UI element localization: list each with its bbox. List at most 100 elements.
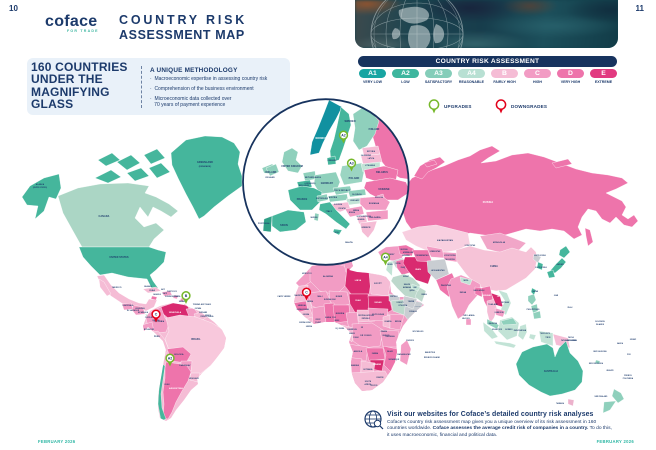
svg-text:AFGHANISTAN: AFGHANISTAN [431, 269, 445, 272]
svg-text:SICILY: SICILY [335, 232, 340, 234]
svg-text:PAPUA: PAPUA [568, 336, 574, 339]
svg-text:JAPAN: JAPAN [556, 263, 564, 266]
svg-text:GREENLAND: GREENLAND [197, 161, 213, 164]
svg-text:SWITZERLAND: SWITZERLAND [316, 197, 329, 200]
svg-text:PORTUGAL: PORTUGAL [258, 222, 271, 225]
svg-text:MALAYSIA: MALAYSIA [489, 322, 498, 325]
svg-text:ESWATINI: ESWATINI [377, 376, 385, 379]
svg-text:ANGOLA: ANGOLA [354, 350, 363, 353]
svg-text:LUXEMBOURG: LUXEMBOURG [304, 183, 315, 185]
svg-text:A4: A4 [383, 256, 388, 260]
svg-text:SLOVENIA: SLOVENIA [334, 203, 342, 206]
svg-text:MAURITIUS: MAURITIUS [425, 351, 436, 354]
svg-text:PARAGUAY: PARAGUAY [179, 364, 191, 367]
svg-text:KENYA: KENYA [395, 320, 402, 323]
svg-text:ALGERIA: ALGERIA [323, 275, 333, 278]
svg-text:FIJI: FIJI [627, 354, 631, 356]
svg-text:NEW ZEALAND: NEW ZEALAND [595, 395, 609, 398]
svg-text:FRENCH GUIANA: FRENCH GUIANA [201, 315, 214, 318]
svg-text:HAITI: HAITI [163, 292, 168, 295]
svg-text:MONGOLIA: MONGOLIA [493, 241, 506, 244]
svg-text:(UNITED STATES): (UNITED STATES) [33, 186, 48, 189]
svg-text:BULGARIA: BULGARIA [369, 216, 381, 219]
svg-text:TRINIDAD AND TOBAGO: TRINIDAD AND TOBAGO [193, 303, 212, 306]
svg-text:GUATEMALA: GUATEMALA [123, 304, 135, 307]
svg-text:CENTRAL AFRICAN: CENTRAL AFRICAN [358, 314, 374, 317]
svg-text:FRENCH: FRENCH [624, 375, 632, 377]
svg-text:SURINAME: SURINAME [199, 311, 207, 314]
svg-text:BARBADOS: BARBADOS [179, 300, 187, 303]
svg-text:KYRGYZSTAN: KYRGYZSTAN [465, 244, 475, 247]
svg-text:GHANA: GHANA [325, 316, 332, 319]
svg-text:ST LUCIA: ST LUCIA [174, 295, 181, 298]
svg-text:GEORGIA: GEORGIA [400, 248, 407, 251]
svg-text:ETHIOPIA: ETHIOPIA [399, 304, 408, 307]
svg-text:LAOS: LAOS [497, 295, 501, 298]
svg-text:FRANCE: FRANCE [297, 198, 308, 201]
svg-text:BOLIVIA: BOLIVIA [174, 353, 184, 356]
svg-text:NORWAY: NORWAY [315, 137, 326, 140]
svg-text:LITHUANIA: LITHUANIA [365, 164, 376, 167]
svg-text:URUGUAY: URUGUAY [189, 377, 200, 380]
svg-text:JAMAICA: JAMAICA [153, 293, 161, 296]
svg-text:MEXICO: MEXICO [112, 287, 121, 289]
svg-text:IRELAND: IRELAND [266, 171, 277, 174]
svg-text:NICARAGUA: NICARAGUA [138, 311, 149, 314]
svg-text:AFRICA: AFRICA [365, 383, 373, 386]
svg-text:PUERTO RICO: PUERTO RICO [167, 291, 177, 293]
svg-text:ISRAEL: ISRAEL [387, 263, 393, 266]
svg-text:ROMANIA: ROMANIA [369, 202, 380, 205]
svg-text:SOMALIA: SOMALIA [409, 310, 417, 313]
svg-text:LATVIA: LATVIA [368, 157, 375, 160]
svg-text:NEW CALEDONIA: NEW CALEDONIA [593, 350, 606, 353]
svg-text:MOLDOVA: MOLDOVA [375, 196, 383, 199]
svg-text:PERU: PERU [154, 336, 161, 338]
svg-text:CHAD: CHAD [355, 299, 361, 302]
svg-text:PALAU: PALAU [568, 306, 573, 309]
svg-text:DR: DR [361, 327, 363, 329]
svg-text:ARGENTINA: ARGENTINA [169, 387, 183, 390]
svg-text:(DENMARK): (DENMARK) [199, 165, 212, 168]
svg-text:SIERRA LEONE: SIERRA LEONE [299, 321, 311, 324]
svg-text:BOTSWANA: BOTSWANA [364, 368, 373, 371]
svg-text:PAKISTAN: PAKISTAN [441, 284, 452, 287]
svg-text:MALI: MALI [317, 295, 322, 298]
svg-text:UNITED KINGDOM: UNITED KINGDOM [281, 166, 303, 168]
svg-text:LIBYA: LIBYA [355, 279, 362, 282]
svg-text:EL SALVADOR: EL SALVADOR [127, 309, 140, 312]
svg-text:OMAN: OMAN [421, 293, 427, 296]
svg-text:DR CONGO: DR CONGO [360, 335, 372, 337]
svg-text:SERBIA: SERBIA [353, 209, 360, 212]
svg-text:SUDAN: SUDAN [374, 301, 382, 304]
svg-text:ZAMBIA: ZAMBIA [372, 352, 379, 355]
svg-text:PAPUA NEW GUINEA: PAPUA NEW GUINEA [561, 339, 577, 342]
svg-text:ITALY: ITALY [326, 210, 333, 213]
svg-text:MAURITANIA: MAURITANIA [295, 294, 307, 297]
svg-text:CHILE: CHILE [164, 384, 170, 386]
svg-text:KAZAKHSTAN: KAZAKHSTAN [437, 239, 453, 242]
svg-text:SOUTH SUDAN: SOUTH SUDAN [372, 313, 384, 316]
svg-text:GUINEA-BISSAU: GUINEA-BISSAU [297, 308, 309, 311]
svg-text:ARABIA: ARABIA [403, 286, 411, 289]
svg-text:QATAR: QATAR [409, 289, 414, 292]
svg-text:UAE: UAE [413, 286, 416, 289]
svg-text:UZBEKISTAN: UZBEKISTAN [430, 250, 441, 253]
svg-text:SOCOTRA: SOCOTRA [415, 305, 422, 308]
svg-text:CAMBODIA: CAMBODIA [494, 311, 504, 314]
svg-text:DOWNGRADES: DOWNGRADES [511, 104, 547, 109]
svg-text:MALDIVES: MALDIVES [462, 317, 470, 320]
svg-text:RWANDA: RWANDA [381, 330, 387, 333]
svg-text:GAMBIA: GAMBIA [307, 300, 313, 303]
svg-text:ALASKA: ALASKA [36, 183, 45, 186]
svg-text:IRAQ: IRAQ [401, 266, 406, 269]
svg-text:SLOVAKIA: SLOVAKIA [352, 193, 362, 196]
svg-text:CAPE VERDE: CAPE VERDE [277, 295, 291, 298]
svg-text:SEYCHELLES: SEYCHELLES [412, 331, 423, 333]
svg-text:CUBA: CUBA [149, 289, 155, 292]
svg-text:GERMANY: GERMANY [321, 182, 334, 185]
svg-text:COLOMBIA: COLOMBIA [154, 320, 165, 323]
svg-text:GREECE: GREECE [361, 227, 371, 229]
svg-text:HUNGARY: HUNGARY [350, 199, 360, 202]
svg-text:RUSSIA: RUSSIA [483, 200, 493, 204]
svg-text:AUSTRIA: AUSTRIA [329, 196, 338, 199]
